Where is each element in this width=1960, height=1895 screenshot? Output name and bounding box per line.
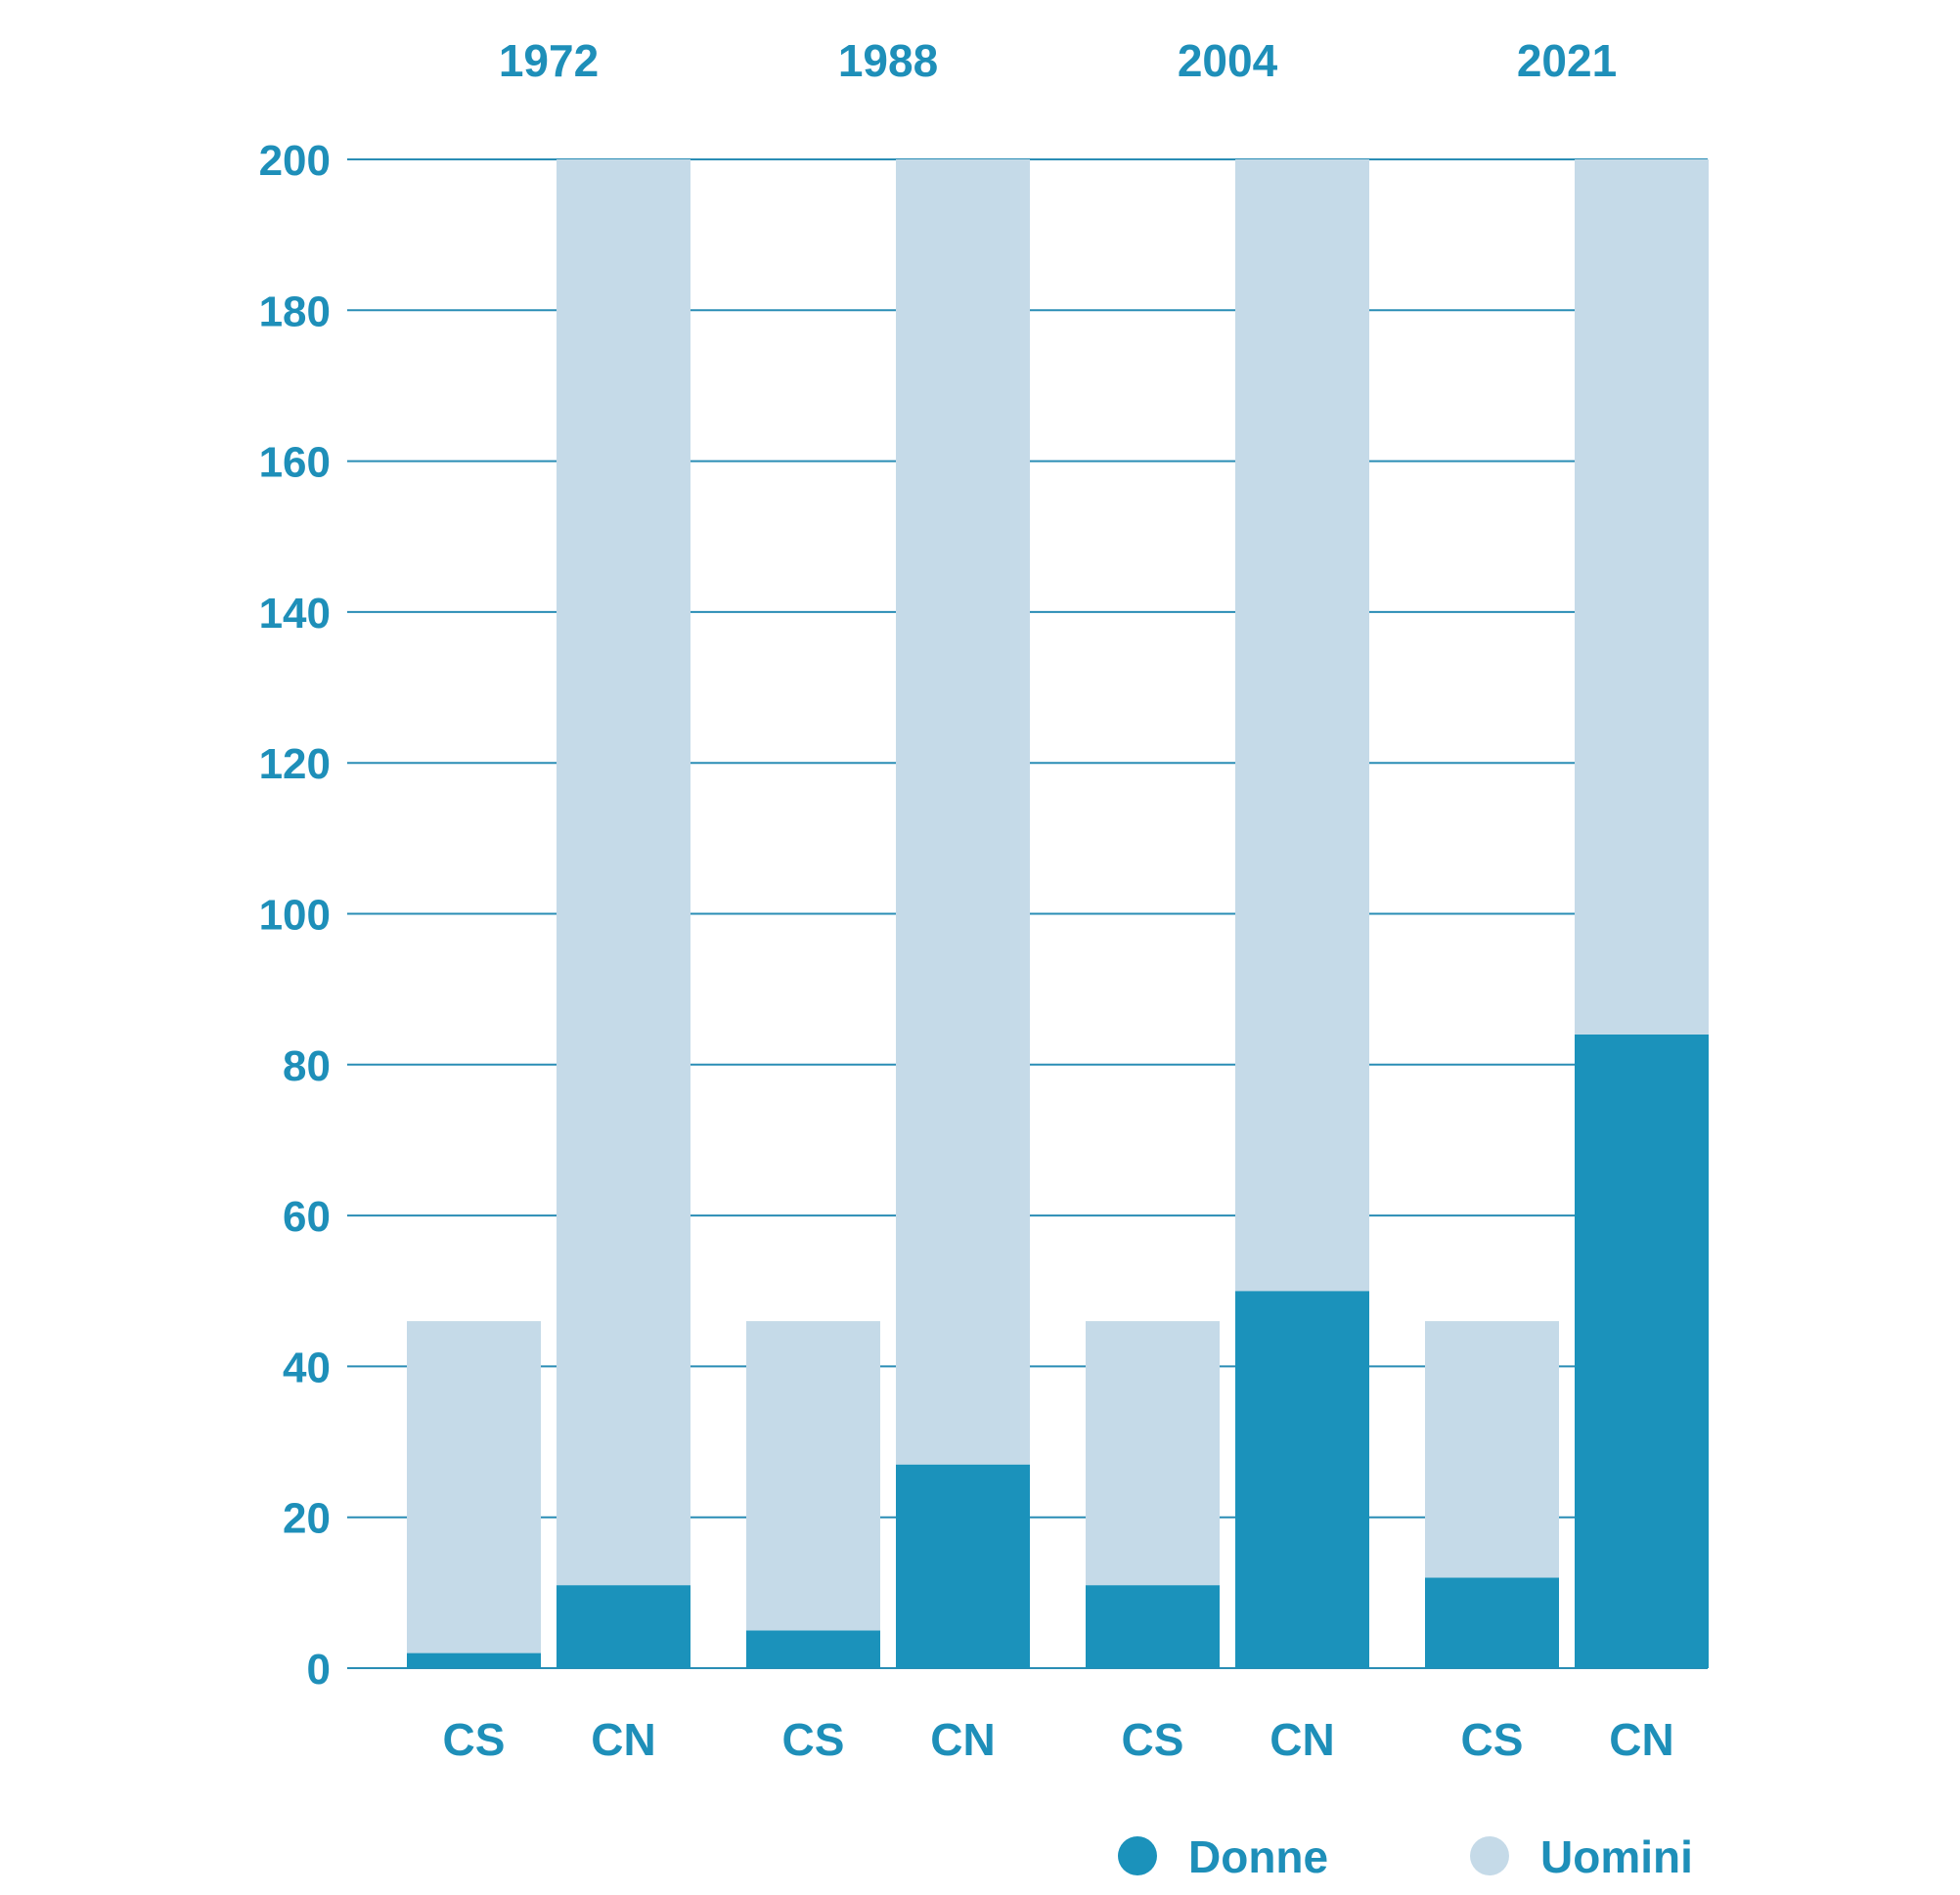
bar-1988-cs-donne (746, 1630, 880, 1668)
y-tick-label: 120 (259, 740, 331, 788)
y-tick-label: 200 (259, 137, 331, 185)
group-label-2021: 2021 (1517, 35, 1617, 86)
group-label-1988: 1988 (838, 35, 938, 86)
category-labels: CS CN CS CN CS CN CS CN (443, 1714, 1674, 1765)
category-label: CS (782, 1714, 845, 1765)
bar-2004-cn-uomini (1235, 159, 1369, 1292)
bar-1988-cs-uomini (746, 1321, 880, 1631)
legend-label-uomini: Uomini (1540, 1831, 1693, 1882)
category-label: CS (1122, 1714, 1184, 1765)
category-label: CN (1270, 1714, 1334, 1765)
bar-2021-cs-donne (1425, 1577, 1559, 1668)
category-label: CN (1609, 1714, 1673, 1765)
group-label-2004: 2004 (1178, 35, 1278, 86)
bar-2021-cn-donne (1575, 1034, 1709, 1668)
y-tick-label: 60 (283, 1193, 331, 1241)
y-tick-label: 20 (283, 1495, 331, 1543)
bars (407, 159, 1709, 1668)
bar-2004-cs-uomini (1086, 1321, 1220, 1586)
bar-2004-cn-donne (1235, 1291, 1369, 1668)
bar-1988-cn-donne (896, 1464, 1030, 1668)
y-tick-label: 140 (259, 590, 331, 638)
y-tick-label: 160 (259, 439, 331, 487)
legend-label-donne: Donne (1188, 1831, 1328, 1882)
category-label: CS (443, 1714, 506, 1765)
legend-swatch-donne (1118, 1836, 1157, 1875)
bar-2004-cs-donne (1086, 1585, 1220, 1668)
y-tick-label: 180 (259, 287, 331, 335)
y-axis-tick-labels: 0 20 40 60 80 100 120 140 160 180 200 (259, 137, 331, 1694)
bar-1972-cn-donne (557, 1585, 690, 1668)
y-tick-label: 40 (283, 1344, 331, 1391)
bar-1988-cn-uomini (896, 159, 1030, 1465)
y-tick-label: 0 (307, 1646, 331, 1694)
bar-2021-cn-uomini (1575, 159, 1709, 1035)
y-tick-label: 80 (283, 1042, 331, 1090)
category-label: CS (1461, 1714, 1524, 1765)
category-label: CN (591, 1714, 655, 1765)
bar-1972-cn-uomini (557, 159, 690, 1586)
bar-2021-cs-uomini (1425, 1321, 1559, 1578)
legend-swatch-uomini (1470, 1836, 1509, 1875)
group-label-1972: 1972 (499, 35, 599, 86)
bar-1972-cs-uomini (407, 1321, 541, 1653)
bar-1972-cs-donne (407, 1653, 541, 1668)
legend: Donne Uomini (1118, 1831, 1693, 1882)
group-labels: 1972 1988 2004 2021 (499, 35, 1617, 86)
category-label: CN (930, 1714, 995, 1765)
y-tick-label: 100 (259, 892, 331, 940)
